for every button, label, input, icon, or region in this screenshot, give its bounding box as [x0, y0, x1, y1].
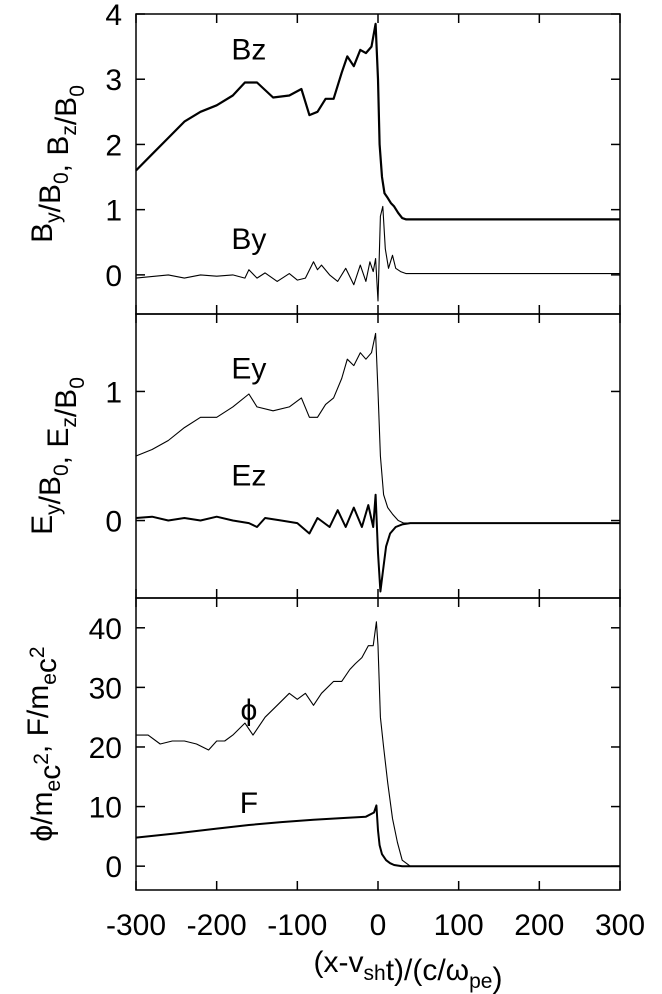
y-tick-label: 0 — [105, 260, 122, 293]
series-label: ϕ — [241, 694, 258, 727]
x-tick-label: 100 — [434, 909, 484, 942]
y-tick-label: 1 — [105, 195, 122, 228]
y-axis-label: By/B0, Bz/B0 — [26, 85, 89, 243]
series-label: Bz — [231, 34, 266, 67]
series-label: By — [231, 223, 266, 256]
x-tick-label: 200 — [514, 909, 564, 942]
y-tick-label: 30 — [89, 672, 122, 705]
series-label: Ez — [231, 460, 266, 493]
y-tick-label: 4 — [105, 0, 122, 32]
y-tick-label: 20 — [89, 732, 122, 765]
y-tick-label: 40 — [89, 613, 122, 646]
y-tick-label: 3 — [105, 64, 122, 97]
x-tick-label: 0 — [370, 909, 387, 942]
series-label: Ey — [231, 353, 266, 386]
x-axis-label: (x-vsht)/(c/ωpe) — [314, 946, 503, 994]
x-tick-label: -200 — [187, 909, 247, 942]
series-line-By — [135, 205, 620, 302]
series-line-F — [135, 804, 620, 868]
panel-e-field: 0 1 Ey Ez Ey/B0, Ez/B0 — [26, 313, 621, 599]
series-line-Ez — [135, 493, 620, 593]
series-line-Ey — [135, 332, 620, 524]
series-line-Bz — [135, 22, 620, 221]
series-line-ϕ — [136, 621, 620, 867]
y-tick-label: 1 — [105, 376, 122, 409]
y-axis-label: Ey/B0, Ez/B0 — [26, 377, 89, 535]
x-tick-label: -100 — [267, 909, 327, 942]
y-axis-label: ϕ/mec2, F/mec2 — [22, 646, 67, 841]
shared-x-axis: -300 -200 -100 0 100 200 300 (x-vsht)/(c/ωpe) — [106, 909, 645, 994]
series-label: F — [240, 787, 258, 820]
panel-b-field: 0 1 2 3 4 Bz By By/B0, Bz/B0 — [26, 0, 621, 315]
y-tick-label: 2 — [105, 129, 122, 162]
x-tick-label: -300 — [106, 909, 166, 942]
y-tick-label: 0 — [105, 506, 122, 539]
y-tick-label: 0 — [105, 851, 122, 884]
y-tick-label: 10 — [89, 792, 122, 825]
x-tick-label: 300 — [595, 909, 645, 942]
panel-potential: 0 10 20 30 40 ϕ Fϕ/mec2, F/mec2 — [22, 597, 621, 891]
